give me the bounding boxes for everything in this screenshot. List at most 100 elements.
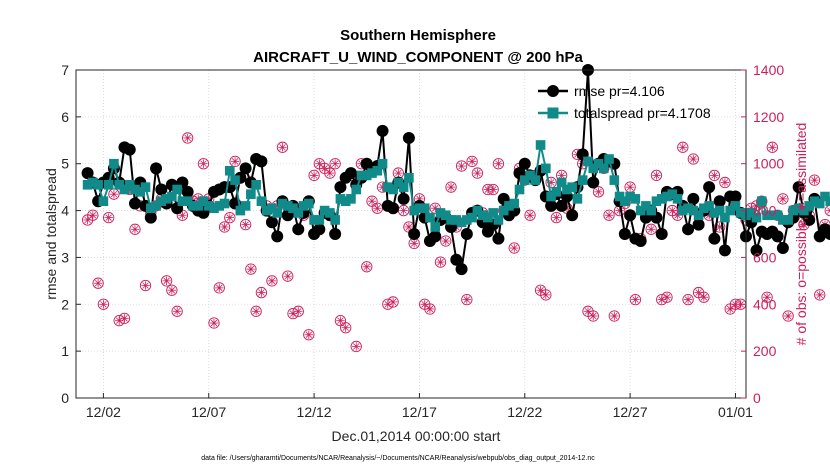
obs-assimilated-star (179, 212, 186, 219)
obs-marker (176, 209, 189, 221)
obs-possible-circle (461, 293, 473, 306)
obs-marker (392, 167, 405, 179)
x-tick-label: 12/02 (86, 404, 121, 420)
spread-point (409, 205, 419, 216)
spread-point (788, 205, 799, 216)
obs-possible-circle (171, 305, 183, 317)
spread-point (804, 201, 815, 211)
obs-possible-circle (434, 256, 447, 268)
rmse-point (329, 228, 342, 240)
obs-possible-circle (508, 242, 520, 254)
spread-point (825, 196, 830, 206)
obs-marker (255, 286, 268, 299)
spread-point (514, 184, 525, 195)
rmse-point (518, 157, 531, 170)
y2-tick-label: 400 (753, 296, 777, 312)
y-tick-label: 5 (61, 156, 69, 172)
obs-assimilated-star (827, 210, 830, 214)
obs-marker (466, 155, 478, 168)
obs-assimilated-star (400, 207, 407, 214)
obs-marker (97, 298, 110, 310)
obs-assimilated-star (421, 301, 428, 308)
spread-point (772, 210, 783, 221)
spread-point (346, 194, 356, 204)
obs-possible-circle (650, 169, 663, 182)
spread-point (530, 175, 541, 185)
spread-point (188, 201, 198, 211)
spread-point (462, 215, 472, 225)
x-tick-label: 12/27 (613, 404, 648, 420)
rmse-point (682, 223, 695, 236)
spread-point (519, 175, 530, 185)
x-tick-label: 12/17 (402, 404, 437, 420)
spread-point (646, 205, 656, 216)
spread-point (725, 205, 735, 216)
obs-possible-circle (766, 141, 778, 153)
obs-assimilated-star (316, 160, 323, 167)
obs-marker (208, 317, 220, 329)
obs-marker (361, 261, 373, 273)
obs-marker (366, 195, 378, 207)
spread-point (783, 215, 793, 225)
obs-assimilated-star (342, 324, 349, 331)
spread-point (609, 175, 620, 185)
spread-point (683, 203, 693, 214)
spread-line (87, 144, 830, 230)
y-tick-label: 3 (61, 249, 69, 265)
spread-point (425, 212, 435, 223)
chart-title: Southern Hemisphere (340, 27, 496, 44)
rmse-point (181, 185, 194, 198)
obs-assimilated-star (663, 294, 671, 301)
obs-assimilated-star (711, 172, 718, 179)
spread-point (103, 180, 114, 190)
obs-possible-circle (492, 158, 505, 170)
obs-possible-circle (592, 186, 605, 198)
spread-point (477, 210, 488, 221)
spread-point (762, 210, 772, 221)
rmse-point (155, 183, 168, 196)
obs-possible-circle (487, 183, 499, 196)
spread-point (693, 210, 704, 221)
obs-possible-circle (182, 132, 194, 144)
spread-point (577, 175, 588, 185)
obs-possible-circle (324, 167, 336, 179)
obs-assimilated-star (173, 308, 181, 315)
obs-assimilated-star (684, 296, 692, 303)
spread-point (293, 208, 304, 218)
spread-point (182, 196, 193, 206)
rmse-point (624, 209, 637, 222)
obs-assimilated-star (405, 223, 413, 231)
obs-possible-circle (340, 322, 352, 334)
spread-point (709, 208, 720, 218)
spread-point (662, 191, 672, 202)
spread-point (630, 194, 641, 204)
legend-marker-rmse (547, 85, 559, 97)
obs-assimilated-star (526, 212, 534, 219)
obs-assimilated-star (395, 169, 402, 177)
rmse-point (460, 228, 473, 240)
y2-tick-label: 1200 (753, 109, 784, 125)
rmse-point (729, 190, 742, 203)
spread-point (251, 180, 261, 190)
obs-assimilated-star (268, 277, 276, 285)
obs-possible-circle (387, 296, 399, 308)
y2-tick-label: 1000 (753, 156, 784, 172)
obs-assimilated-star (611, 312, 618, 320)
obs-possible-circle (250, 305, 262, 317)
spread-point (467, 212, 477, 223)
spread-point (509, 198, 520, 209)
spread-point (730, 201, 741, 211)
obs-marker (250, 305, 262, 317)
obs-assimilated-star (331, 160, 339, 167)
spread-point (814, 198, 825, 209)
rmse-point (792, 181, 805, 194)
obs-marker (650, 169, 663, 182)
obs-marker (624, 181, 636, 193)
obs-possible-circle (208, 317, 220, 329)
spread-point (541, 163, 551, 174)
obs-assimilated-star (184, 134, 191, 142)
obs-possible-circle (239, 218, 252, 231)
spread-point (235, 205, 246, 216)
spread-point (504, 201, 514, 211)
obs-marker (282, 270, 294, 282)
